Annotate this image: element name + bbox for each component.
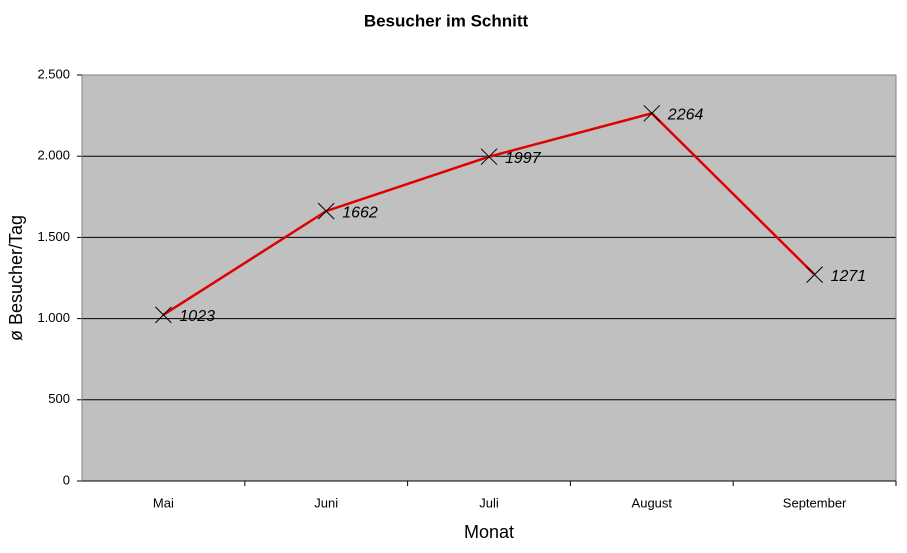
y-tick-label: 500 — [48, 391, 70, 406]
x-tick-label: September — [783, 495, 847, 510]
y-tick-label: 0 — [63, 472, 70, 487]
data-marker — [806, 266, 823, 283]
data-label: 1997 — [505, 150, 542, 167]
x-tick-label: Juni — [314, 495, 338, 510]
chart-title: Besucher im Schnitt — [364, 11, 529, 30]
y-tick-label: 2.500 — [37, 66, 70, 81]
x-tick-label: Mai — [153, 495, 174, 510]
data-marker — [480, 148, 498, 166]
data-marker — [317, 202, 335, 220]
data-marker — [155, 306, 172, 324]
x-tick-label: August — [632, 495, 673, 510]
y-axis-label: ø Besucher/Tag — [6, 215, 26, 341]
x-tick-label: Juli — [479, 495, 499, 510]
data-label: 2264 — [667, 107, 704, 124]
plot-area — [82, 75, 896, 481]
data-label: 1271 — [831, 268, 867, 285]
data-label: 1023 — [179, 308, 215, 325]
y-tick-label: 1.500 — [37, 229, 70, 244]
data-marker — [643, 104, 661, 122]
y-tick-label: 2.000 — [37, 148, 70, 163]
x-axis-label: Monat — [464, 522, 514, 542]
y-tick-label: 1.000 — [37, 310, 70, 325]
data-label: 1662 — [342, 204, 378, 221]
